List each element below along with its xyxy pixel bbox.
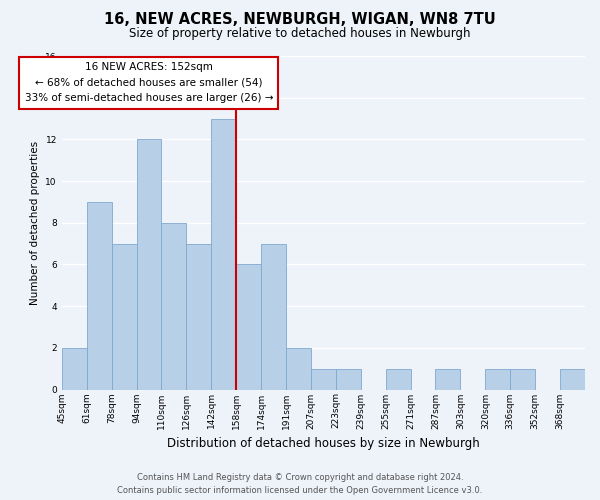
Text: 16, NEW ACRES, NEWBURGH, WIGAN, WN8 7TU: 16, NEW ACRES, NEWBURGH, WIGAN, WN8 7TU (104, 12, 496, 28)
Text: Contains HM Land Registry data © Crown copyright and database right 2024.
Contai: Contains HM Land Registry data © Crown c… (118, 474, 482, 495)
Bar (236, 264, 261, 390)
Bar (485, 368, 510, 390)
Bar (336, 368, 361, 390)
Bar (386, 368, 410, 390)
Text: 16 NEW ACRES: 152sqm
← 68% of detached houses are smaller (54)
33% of semi-detac: 16 NEW ACRES: 152sqm ← 68% of detached h… (25, 62, 273, 104)
Bar (161, 223, 187, 390)
Bar (560, 368, 585, 390)
Bar (261, 244, 286, 390)
Text: Size of property relative to detached houses in Newburgh: Size of property relative to detached ho… (129, 28, 471, 40)
Bar (62, 348, 86, 390)
Bar (286, 348, 311, 390)
Bar (436, 368, 460, 390)
X-axis label: Distribution of detached houses by size in Newburgh: Distribution of detached houses by size … (167, 437, 480, 450)
Bar (112, 244, 137, 390)
Bar (311, 368, 336, 390)
Bar (137, 140, 161, 390)
Bar (187, 244, 211, 390)
Bar (86, 202, 112, 390)
Bar (211, 118, 236, 390)
Y-axis label: Number of detached properties: Number of detached properties (30, 140, 40, 305)
Bar (510, 368, 535, 390)
